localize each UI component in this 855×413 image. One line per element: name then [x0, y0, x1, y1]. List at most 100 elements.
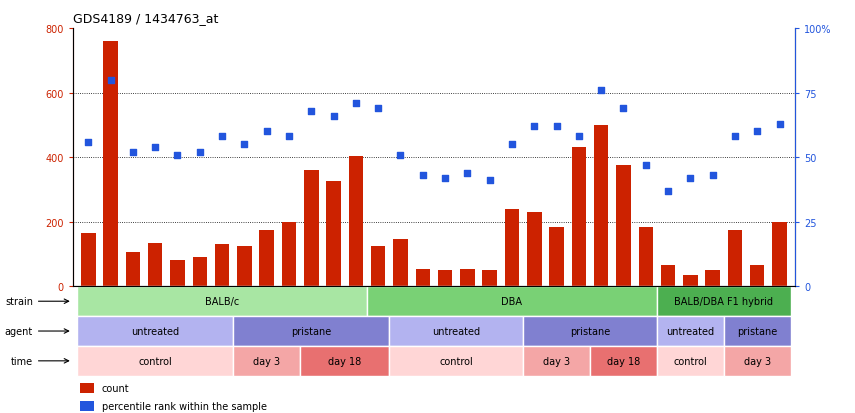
Point: [528, 123, 541, 130]
Text: control: control: [439, 356, 473, 366]
Point: [215, 134, 229, 140]
Text: strain: strain: [5, 297, 68, 306]
Bar: [438, 271, 452, 287]
Bar: [389, 316, 523, 346]
Bar: [77, 316, 233, 346]
Point: [661, 188, 675, 195]
Bar: [237, 246, 251, 287]
Bar: [77, 346, 233, 376]
Bar: [103, 42, 118, 287]
Bar: [661, 266, 675, 287]
Text: BALB/c: BALB/c: [205, 297, 239, 306]
Point: [572, 134, 586, 140]
Text: control: control: [674, 356, 707, 366]
Bar: [523, 316, 657, 346]
Point: [282, 134, 296, 140]
Bar: [482, 271, 497, 287]
Point: [304, 108, 318, 115]
Text: GDS4189 / 1434763_at: GDS4189 / 1434763_at: [73, 12, 218, 25]
Point: [371, 105, 385, 112]
Bar: [683, 275, 698, 287]
Bar: [300, 346, 389, 376]
Bar: [148, 243, 162, 287]
Point: [728, 134, 742, 140]
Text: day 3: day 3: [253, 356, 280, 366]
Bar: [724, 346, 791, 376]
Point: [393, 152, 407, 159]
Bar: [523, 346, 590, 376]
Point: [439, 175, 452, 182]
Text: time: time: [11, 356, 68, 366]
Text: pristane: pristane: [737, 326, 777, 336]
Point: [238, 142, 251, 148]
Bar: [215, 245, 229, 287]
Text: day 3: day 3: [744, 356, 771, 366]
Bar: [504, 209, 519, 287]
Point: [416, 173, 429, 179]
Point: [193, 150, 207, 156]
Point: [616, 105, 630, 112]
Text: pristane: pristane: [570, 326, 610, 336]
Bar: [416, 269, 430, 287]
Text: count: count: [102, 383, 129, 393]
Bar: [590, 346, 657, 376]
Bar: [705, 271, 720, 287]
Point: [706, 173, 720, 179]
Point: [103, 77, 117, 84]
Point: [505, 142, 519, 148]
Bar: [724, 316, 791, 346]
Point: [683, 175, 697, 182]
Bar: [259, 230, 274, 287]
Text: percentile rank within the sample: percentile rank within the sample: [102, 401, 267, 411]
Bar: [80, 383, 94, 393]
Bar: [80, 401, 94, 411]
Bar: [389, 346, 523, 376]
Bar: [616, 166, 631, 287]
Bar: [750, 266, 764, 287]
Bar: [393, 240, 408, 287]
Bar: [126, 253, 140, 287]
Bar: [527, 213, 541, 287]
Point: [639, 162, 652, 169]
Bar: [367, 287, 657, 316]
Bar: [549, 227, 563, 287]
Bar: [639, 227, 653, 287]
Bar: [327, 182, 341, 287]
Bar: [304, 171, 319, 287]
Text: DBA: DBA: [502, 297, 522, 306]
Bar: [371, 246, 386, 287]
Text: day 3: day 3: [543, 356, 570, 366]
Point: [81, 139, 95, 146]
Bar: [192, 258, 207, 287]
Bar: [657, 346, 724, 376]
Text: day 18: day 18: [328, 356, 362, 366]
Bar: [170, 261, 185, 287]
Text: control: control: [139, 356, 172, 366]
Point: [260, 129, 274, 135]
Point: [148, 144, 162, 151]
Text: untreated: untreated: [666, 326, 715, 336]
Bar: [349, 156, 363, 287]
Text: pristane: pristane: [292, 326, 332, 336]
Point: [773, 121, 787, 128]
Bar: [657, 287, 791, 316]
Point: [461, 170, 475, 176]
Bar: [77, 287, 367, 316]
Bar: [728, 230, 742, 287]
Bar: [460, 269, 475, 287]
Bar: [81, 233, 96, 287]
Point: [483, 178, 497, 184]
Point: [349, 100, 363, 107]
Bar: [572, 148, 586, 287]
Text: day 18: day 18: [607, 356, 640, 366]
Text: untreated: untreated: [131, 326, 180, 336]
Bar: [282, 222, 296, 287]
Bar: [233, 346, 300, 376]
Text: untreated: untreated: [432, 326, 481, 336]
Bar: [233, 316, 389, 346]
Point: [550, 123, 563, 130]
Bar: [594, 126, 609, 287]
Point: [126, 150, 139, 156]
Point: [171, 152, 185, 159]
Point: [751, 129, 764, 135]
